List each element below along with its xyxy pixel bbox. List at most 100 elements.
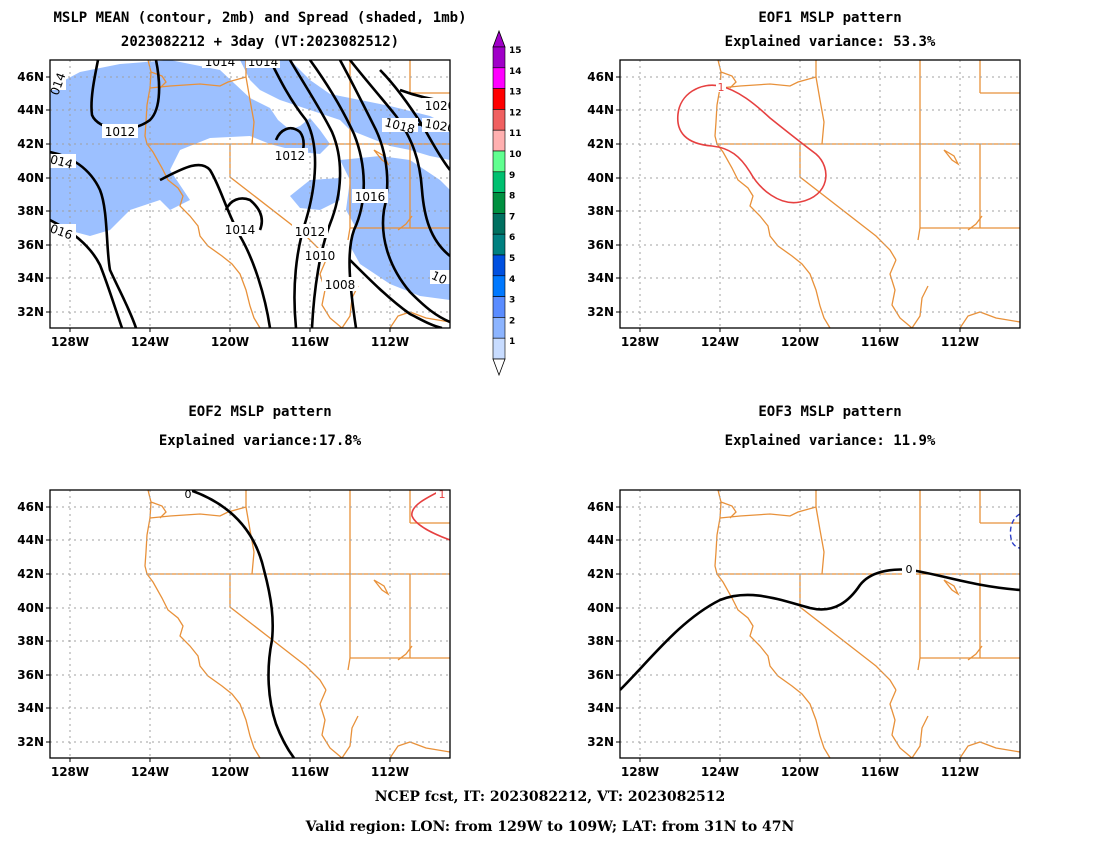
colorbar-max-arrow (492, 29, 506, 48)
svg-text:1016: 1016 (355, 190, 386, 204)
lon-tick-label: 128W (51, 335, 89, 349)
colorbar-swatch (492, 213, 506, 235)
lat-tick-label: 44N (17, 533, 44, 547)
axis-labels: 46N 44N 42N 40N 38N 36N 34N 32N 128W 124W 120W 116W… (17, 70, 979, 779)
colorbar-label: 13 (509, 88, 522, 98)
svg-text:014: 014 (49, 152, 75, 171)
panel1-title: MSLP MEAN (contour, 2mb) and Spread (sha… (53, 10, 467, 26)
eof3-negative-contour (1009, 513, 1020, 549)
svg-text:10: 10 (429, 268, 449, 287)
svg-text:1012: 1012 (275, 149, 306, 163)
colorbar-label: 2 (509, 316, 515, 326)
lon-tick-label: 120W (781, 335, 819, 349)
lon-tick-label: 116W (861, 335, 899, 349)
svg-text:016: 016 (48, 221, 74, 242)
colorbar-label: 9 (509, 171, 515, 181)
svg-text:1008: 1008 (325, 278, 356, 292)
colorbar-swatch (492, 317, 506, 339)
colorbar-label: 11 (509, 129, 522, 139)
svg-text:1014: 1014 (205, 55, 236, 69)
lat-tick-label: 42N (587, 567, 614, 581)
spread-colorbar: 15 14 13 12 11 10 9 8 7 6 5 4 3 2 1 (492, 29, 522, 377)
footer-valid-region: Valid region: LON: from 129W to 109W; LA… (305, 819, 795, 835)
colorbar-swatch (492, 233, 506, 256)
lon-tick-label: 116W (861, 765, 899, 779)
lon-tick-label: 112W (371, 335, 409, 349)
eof3-zero-contour (620, 568, 1020, 691)
eof2-positive-contour (411, 490, 450, 541)
lat-tick-label: 32N (17, 735, 44, 749)
svg-text:1020: 1020 (424, 116, 457, 135)
colorbar-swatch (492, 67, 506, 89)
colorbar-label: 12 (509, 108, 522, 118)
colorbar-swatch (492, 88, 506, 110)
panel3-title: EOF2 MSLP pattern (188, 404, 332, 420)
colorbar-label: 1 (509, 337, 515, 347)
colorbar-label: 6 (509, 233, 515, 243)
panel4-title: EOF3 MSLP pattern (758, 404, 902, 420)
lon-tick-label: 124W (701, 765, 739, 779)
colorbar-swatch (492, 150, 506, 173)
lat-tick-label: 42N (17, 567, 44, 581)
panel2-title: EOF1 MSLP pattern (758, 10, 902, 26)
eof2-label-zero: 0 (185, 488, 192, 501)
panel1-map: 1014 1014 1012 1012 1014 1016 1012 1010 … (48, 55, 457, 329)
lat-tick-label: 40N (17, 171, 44, 185)
lat-tick-label: 46N (587, 70, 614, 84)
lat-tick-label: 34N (587, 271, 614, 285)
eof1-label: 1 (718, 81, 725, 94)
panel3-subtitle: Explained variance:17.8% (158, 433, 362, 449)
panel4-map: 0 (619, 489, 1021, 759)
svg-text:1014: 1014 (248, 55, 279, 69)
lat-tick-label: 32N (587, 305, 614, 319)
colorbar-label: 7 (509, 212, 515, 222)
lat-tick-label: 36N (587, 668, 614, 682)
panel2-subtitle: Explained variance: 53.3% (724, 34, 936, 50)
lat-tick-label: 38N (17, 634, 44, 648)
colorbar-swatch (492, 46, 506, 69)
lon-tick-label: 128W (621, 765, 659, 779)
lat-tick-label: 42N (587, 137, 614, 151)
lat-tick-label: 44N (17, 103, 44, 117)
colorbar-label: 4 (509, 275, 515, 285)
mean-contours (50, 60, 450, 328)
lat-tick-label: 38N (17, 204, 44, 218)
colorbar-swatch (492, 337, 506, 360)
eof2-label-one: 1 (439, 488, 446, 501)
svg-text:1014: 1014 (225, 223, 256, 237)
lat-tick-label: 34N (587, 701, 614, 715)
panel2-map: 1 (619, 59, 1021, 329)
eof1-label-bg (716, 80, 726, 92)
eof1-contour (677, 84, 827, 204)
lat-tick-label: 42N (17, 137, 44, 151)
colorbar-swatch (492, 109, 506, 131)
svg-text:1012: 1012 (295, 225, 326, 239)
colorbar-swatch (492, 192, 506, 214)
colorbar-label: 5 (509, 254, 515, 264)
svg-text:1010: 1010 (305, 249, 336, 263)
lat-tick-label: 38N (587, 634, 614, 648)
lon-tick-label: 124W (131, 335, 169, 349)
lon-tick-label: 120W (211, 765, 249, 779)
lat-tick-label: 46N (17, 70, 44, 84)
colorbar-label: 3 (509, 296, 515, 306)
lat-tick-label: 40N (17, 601, 44, 615)
svg-text:1012: 1012 (105, 125, 136, 139)
lat-tick-label: 34N (17, 271, 44, 285)
lon-tick-label: 124W (701, 335, 739, 349)
eof3-label-zero: 0 (906, 563, 913, 576)
colorbar-label: 15 (509, 46, 522, 56)
panel3-map: 0 1 (49, 488, 451, 759)
colorbar-label: 14 (509, 67, 522, 77)
lat-tick-label: 46N (17, 500, 44, 514)
lat-tick-label: 38N (587, 204, 614, 218)
lon-tick-label: 120W (781, 765, 819, 779)
lat-tick-label: 36N (17, 668, 44, 682)
eof2-zero-contour (189, 490, 296, 758)
lon-tick-label: 120W (211, 335, 249, 349)
lon-tick-label: 112W (941, 335, 979, 349)
lat-tick-label: 32N (17, 305, 44, 319)
colorbar-swatch (492, 296, 506, 318)
lat-tick-label: 34N (17, 701, 44, 715)
